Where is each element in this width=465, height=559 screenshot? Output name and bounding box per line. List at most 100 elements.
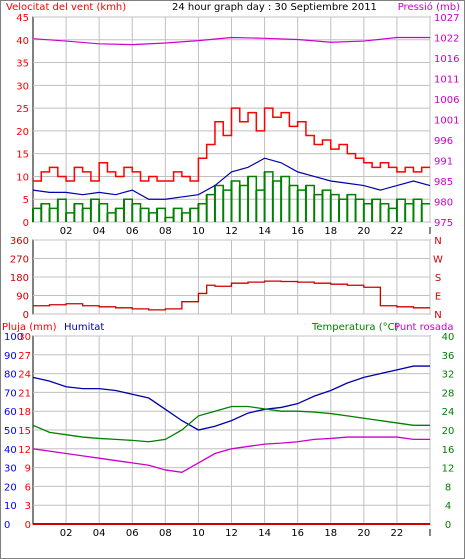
temperature-y-tick-label: 0 (445, 520, 451, 531)
wind-y-tick-label: 30 (16, 81, 29, 92)
pressure-y-tick-label: 996 (434, 136, 453, 147)
rain-y-tick-label: 18 (18, 407, 31, 418)
pressure-y-tick-label: 985 (434, 177, 453, 188)
wind-mean-line (32, 157, 431, 200)
compass-tick-label: E (435, 292, 441, 303)
rain-y-tick-label: 15 (18, 426, 31, 437)
rain-y-tick-label: 0 (25, 520, 31, 531)
compass-tick-label: N (434, 236, 441, 247)
wind-y-tick-label: 40 (16, 36, 29, 47)
temperature-y-tick-label: 36 (442, 351, 455, 362)
temperature-y-tick-label: 16 (442, 445, 455, 456)
compass-tick-label: S (435, 273, 441, 284)
temperature-y-tick-label: 28 (442, 388, 455, 399)
x-tick-label: I (429, 226, 432, 237)
data-series (32, 36, 431, 525)
temperature-y-tick-label: 20 (442, 426, 455, 437)
direction-y-tick-label: 180 (10, 273, 29, 284)
temperature-y-tick-label: 40 (442, 332, 455, 343)
x-tick-label: 18 (324, 528, 337, 539)
direction-y-tick-label: 90 (16, 292, 29, 303)
pressure-y-tick-label: 1016 (434, 54, 459, 65)
x-tick-label: 22 (391, 226, 404, 237)
pressure-axis-title: Pressió (mb) (398, 1, 460, 13)
x-tick-label: 22 (391, 528, 404, 539)
rain-axis-title: Pluja (mm) (2, 322, 57, 333)
humidity-y-tick-label: 100 (4, 332, 23, 343)
x-tick-label: 08 (159, 528, 172, 539)
humidity-y-tick-label: 60 (4, 407, 17, 418)
temperature-line (32, 405, 430, 443)
x-tick-label: 16 (291, 226, 304, 237)
x-tick-label: I (429, 528, 432, 539)
pressure-y-tick-label: 975 (434, 218, 453, 229)
x-tick-label: 20 (357, 528, 370, 539)
wind-y-tick-label: 10 (16, 172, 29, 183)
humidity-y-tick-label: 10 (4, 501, 17, 512)
rain-y-tick-label: 6 (25, 482, 31, 493)
temperature-y-tick-label: 32 (442, 370, 455, 381)
humidity-y-tick-label: 0 (4, 520, 10, 531)
wind-y-tick-label: 45 (16, 13, 29, 24)
pressure-y-tick-label: 1001 (434, 116, 459, 127)
x-tick-label: 04 (93, 528, 106, 539)
humidity-y-tick-label: 40 (4, 445, 17, 456)
humidity-y-tick-label: 80 (4, 370, 17, 381)
x-tick-label: 04 (93, 226, 106, 237)
pressure-y-tick-label: 980 (434, 198, 453, 209)
rain-y-tick-label: 3 (25, 501, 31, 512)
axes: 02 04 06 08 10 12 14 16 18 20 22 I02 04 06 08 10 12 14 16 1… (4, 13, 459, 539)
direction-y-tick-label: 270 (10, 255, 29, 266)
x-tick-label: 10 (192, 226, 205, 237)
pressure-y-tick-label: 1011 (434, 75, 459, 86)
temperature-axis-title: Temperatura (°C) (311, 322, 399, 333)
wind-y-tick-label: 5 (23, 195, 29, 206)
compass-tick-label: W (433, 255, 443, 266)
wind-y-tick-label: 20 (16, 127, 29, 138)
x-tick-label: 12 (225, 528, 238, 539)
humidity-y-tick-label: 50 (4, 426, 17, 437)
rain-y-tick-label: 21 (18, 388, 31, 399)
temperature-y-tick-label: 4 (445, 501, 451, 512)
wind-y-tick-label: 0 (23, 218, 29, 229)
pressure-line (32, 36, 430, 46)
rain-y-tick-label: 12 (18, 445, 31, 456)
wind-y-tick-label: 25 (16, 104, 29, 115)
x-tick-label: 14 (258, 528, 271, 539)
temperature-y-tick-label: 8 (445, 482, 451, 493)
humidity-y-tick-label: 30 (4, 464, 17, 475)
compass-tick-label: N (434, 310, 441, 321)
rain-y-tick-label: 24 (18, 370, 31, 381)
humidity-y-tick-label: 70 (4, 388, 17, 399)
wind-gust-line (33, 107, 430, 182)
x-tick-label: 16 (291, 528, 304, 539)
wind-axis-title: Velocitat del vent (kmh) (6, 2, 126, 13)
x-tick-label: 06 (126, 528, 139, 539)
humidity-y-tick-label: 90 (4, 351, 17, 362)
x-tick-label: 20 (357, 226, 370, 237)
rain-y-tick-label: 30 (18, 332, 31, 343)
humidity-axis-title: Humitat (64, 322, 104, 333)
x-tick-label: 06 (126, 226, 139, 237)
wind-y-tick-label: 35 (16, 59, 29, 70)
x-tick-label: 02 (60, 528, 73, 539)
rain-y-tick-label: 27 (18, 351, 31, 362)
pressure-y-tick-label: 1027 (434, 13, 459, 24)
rain-y-tick-label: 9 (25, 464, 31, 475)
wind-y-tick-label: 15 (16, 150, 29, 161)
chart-title: 24 hour graph day : 30 Septiembre 2011 (172, 2, 377, 13)
dew-point-line (32, 436, 430, 473)
pressure-y-tick-label: 1022 (434, 34, 459, 45)
x-tick-label: 02 (60, 226, 73, 237)
x-tick-label: 12 (225, 226, 238, 237)
wind-direction-line (33, 280, 430, 311)
temperature-y-tick-label: 24 (442, 407, 455, 418)
direction-y-tick-label: 360 (10, 236, 29, 247)
dew-point-axis-title: Punt rosada (394, 322, 453, 333)
direction-y-tick-label: 0 (23, 310, 29, 321)
x-tick-label: 08 (159, 226, 172, 237)
pressure-y-tick-label: 1006 (434, 95, 459, 106)
x-tick-label: 14 (258, 226, 271, 237)
pressure-y-tick-label: 991 (434, 157, 453, 168)
